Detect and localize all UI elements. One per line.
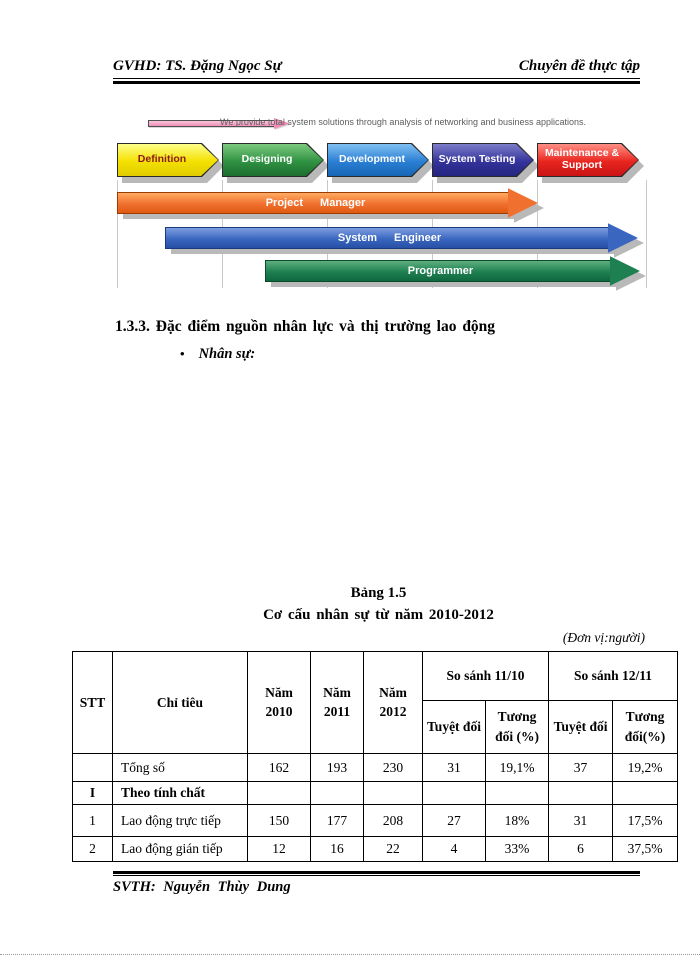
- page-header: GVHD: TS. Đặng Ngọc Sự Chuyên đề thực tậ…: [113, 58, 640, 84]
- table-row: 1 Lao động trực tiếp 150 177 208 27 18% …: [72, 804, 679, 837]
- table-unit-note: (Đơn vị:người): [562, 630, 645, 645]
- personnel-table: STT Chỉ tiêu Năm 2010 Năm 2011 Năm 2012 …: [72, 651, 679, 862]
- phase-designing: Designing: [222, 143, 324, 177]
- phase-system-testing: System Testing: [432, 143, 534, 177]
- table-caption-number: Bảng 1.5: [350, 585, 407, 601]
- role-label: Programmer: [407, 265, 474, 277]
- phase-definition: Definition: [117, 143, 219, 177]
- col-header-tuyet-doi-2: Tuyệt đối: [548, 700, 614, 754]
- page-footer: SVTH: Nguyễn Thùy Dung: [113, 871, 640, 896]
- footer-text: SVTH: Nguyễn Thùy Dung: [113, 879, 291, 895]
- header-right-text: Chuyên đề thực tập: [518, 58, 640, 74]
- role-bar-programmer: Programmer: [265, 255, 640, 287]
- header-rule-thin: [113, 78, 640, 79]
- role-label: Project Manager: [265, 197, 366, 209]
- arrowhead-icon: [508, 188, 538, 218]
- table-caption-title: Cơ cấu nhân sự từ năm 2010-2012: [263, 607, 494, 623]
- bullet-text: Nhân sự:: [198, 346, 256, 362]
- table-row: I Theo tính chất: [72, 781, 679, 805]
- table-row: Tổng số 162 193 230 31 19,1% 37 19,2%: [72, 753, 679, 782]
- arrowhead-icon: [610, 256, 640, 286]
- footer-rule-thick: [113, 871, 640, 874]
- col-header-so-sanh-12-11: So sánh 12/11: [548, 651, 679, 701]
- phase-label: Designing: [223, 144, 323, 176]
- header-left-text: GVHD: TS. Đặng Ngọc Sự: [113, 58, 282, 74]
- diagram-gridline: [117, 180, 118, 288]
- phase-development: Development: [327, 143, 429, 177]
- table-row: 2 Lao động gián tiếp 12 16 22 4 33% 6 37…: [72, 836, 679, 862]
- col-header-nam-2011: Năm 2011: [310, 651, 364, 754]
- header-rule-thick: [113, 81, 640, 84]
- section-heading: 1.3.3. Đặc điểm nguồn nhân lực và thị tr…: [115, 318, 496, 335]
- diagram-caption: We provide total system solutions throug…: [220, 117, 587, 127]
- col-header-tuong-doi-2: Tương đối(%): [612, 700, 679, 754]
- phase-label: Maintenance & Support: [538, 144, 638, 176]
- col-header-nam-2012: Năm 2012: [363, 651, 423, 754]
- phase-label: System Testing: [433, 144, 533, 176]
- role-label: System Engineer: [337, 232, 442, 244]
- page-boundary-dots: [0, 954, 700, 955]
- col-header-so-sanh-11-10: So sánh 11/10: [421, 651, 550, 701]
- arrowhead-icon: [608, 223, 638, 253]
- col-header-nam-2010: Năm 2010: [247, 651, 311, 754]
- right-arrow-icon: [148, 117, 290, 130]
- col-header-chi-tieu: Chỉ tiêu: [112, 651, 248, 754]
- bullet-item: • Nhân sự:: [180, 346, 255, 363]
- process-diagram: We provide total system solutions throug…: [115, 100, 650, 300]
- bullet-icon: •: [180, 346, 185, 361]
- col-header-tuong-doi-1: Tương đối (%): [484, 700, 550, 754]
- diagram-gridline: [646, 180, 647, 288]
- phase-label: Definition: [118, 144, 218, 176]
- role-bar-project-manager: Project Manager: [117, 187, 538, 219]
- phase-maintenance-support: Maintenance & Support: [537, 143, 639, 177]
- footer-rule-thin: [113, 875, 640, 876]
- col-header-tuyet-doi-1: Tuyệt đối: [422, 700, 486, 754]
- col-header-stt: STT: [72, 651, 113, 754]
- phase-label: Development: [328, 144, 428, 176]
- role-bar-system-engineer: System Engineer: [165, 222, 638, 254]
